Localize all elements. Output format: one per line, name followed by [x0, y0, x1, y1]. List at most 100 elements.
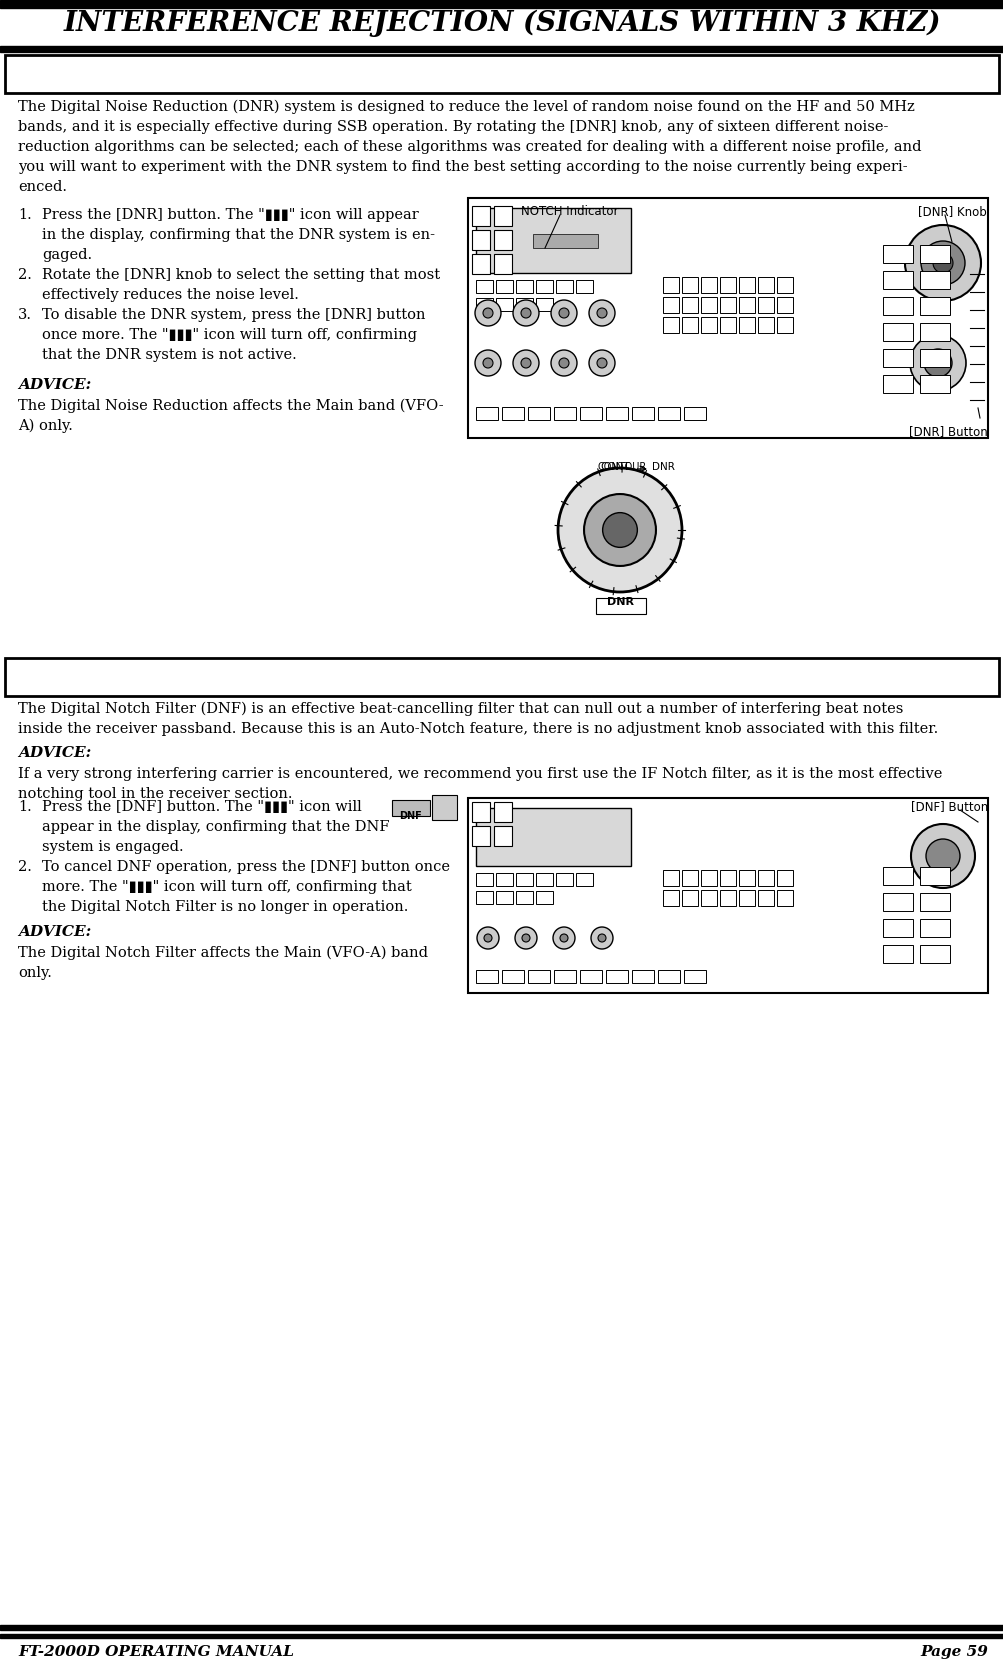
Bar: [719, 296, 735, 313]
Bar: [657, 970, 679, 983]
Circle shape: [602, 513, 637, 548]
Bar: [757, 276, 773, 293]
Bar: [493, 802, 512, 822]
Bar: [757, 869, 773, 886]
Bar: [596, 598, 645, 615]
Text: only.: only.: [18, 966, 52, 980]
Text: [DNR] Button: [DNR] Button: [909, 425, 987, 437]
Bar: [757, 889, 773, 906]
Bar: [580, 970, 602, 983]
Text: CONTOUR: CONTOUR: [598, 462, 647, 472]
Circle shape: [597, 358, 607, 368]
Text: Rotate the [DNR] knob to select the setting that most: Rotate the [DNR] knob to select the sett…: [42, 268, 439, 281]
Bar: [516, 298, 533, 312]
Circle shape: [513, 350, 539, 375]
Text: that the DNR system is not active.: that the DNR system is not active.: [42, 348, 297, 362]
Bar: [700, 296, 716, 313]
Bar: [700, 317, 716, 333]
Bar: [919, 245, 949, 263]
Bar: [919, 323, 949, 342]
Circle shape: [597, 308, 607, 318]
Bar: [471, 206, 489, 226]
Text: inside the receiver passband. Because this is an Auto-Notch feature, there is no: inside the receiver passband. Because th…: [18, 722, 938, 735]
Text: [DNF] Button: [DNF] Button: [910, 801, 987, 812]
Circle shape: [474, 300, 500, 327]
Text: FT-2000D OPERATING MANUAL: FT-2000D OPERATING MANUAL: [18, 1645, 294, 1658]
Text: DIGITAL NOTCH FILTER (DNF) OPERATION: DIGITAL NOTCH FILTER (DNF) OPERATION: [258, 663, 745, 682]
Text: system is engaged.: system is engaged.: [42, 839, 184, 854]
Bar: [576, 280, 593, 293]
Bar: [475, 873, 492, 886]
Bar: [533, 235, 598, 248]
Bar: [606, 407, 627, 420]
Bar: [919, 271, 949, 290]
Circle shape: [904, 224, 980, 302]
Text: The Digital Notch Filter affects the Main (VFO-A) band: The Digital Notch Filter affects the Mai…: [18, 946, 427, 960]
Text: 1.: 1.: [18, 801, 32, 814]
Bar: [536, 891, 553, 904]
Bar: [882, 323, 912, 342]
Bar: [662, 317, 678, 333]
Bar: [475, 807, 630, 866]
Text: Page 59: Page 59: [919, 1645, 987, 1658]
Bar: [471, 802, 489, 822]
Bar: [882, 868, 912, 884]
Bar: [681, 869, 697, 886]
Bar: [528, 970, 550, 983]
Circle shape: [560, 935, 568, 941]
Bar: [882, 296, 912, 315]
Text: INTERFERENCE REJECTION (SIGNALS WITHIN 3 KHZ): INTERFERENCE REJECTION (SIGNALS WITHIN 3…: [63, 10, 940, 37]
Bar: [657, 407, 679, 420]
Bar: [536, 298, 553, 312]
Bar: [493, 255, 512, 275]
Circle shape: [482, 308, 492, 318]
Bar: [528, 407, 550, 420]
Bar: [882, 920, 912, 936]
Bar: [700, 889, 716, 906]
Bar: [757, 317, 773, 333]
Bar: [493, 206, 512, 226]
Text: If a very strong interfering carrier is encountered, we recommend you first use : If a very strong interfering carrier is …: [18, 767, 942, 781]
Text: ADVICE:: ADVICE:: [18, 925, 91, 940]
Circle shape: [522, 935, 530, 941]
Bar: [919, 375, 949, 394]
Text: CONT: CONT: [600, 462, 629, 472]
Bar: [475, 208, 630, 273]
Bar: [719, 889, 735, 906]
Bar: [606, 970, 627, 983]
Text: in the display, confirming that the DNR system is en-: in the display, confirming that the DNR …: [42, 228, 434, 241]
Bar: [882, 945, 912, 963]
Text: The Digital Noise Reduction (DNR) system is designed to reduce the level of rand: The Digital Noise Reduction (DNR) system…: [18, 100, 914, 114]
Bar: [475, 891, 492, 904]
Circle shape: [474, 350, 500, 375]
Bar: [580, 407, 602, 420]
Bar: [467, 797, 987, 993]
Text: To cancel DNF operation, press the [DNF] button once: To cancel DNF operation, press the [DNF]…: [42, 859, 449, 874]
Bar: [738, 296, 754, 313]
Text: reduction algorithms can be selected; each of these algorithms was created for d: reduction algorithms can be selected; ea…: [18, 141, 921, 154]
Circle shape: [909, 335, 965, 390]
Circle shape: [591, 926, 613, 950]
Bar: [738, 317, 754, 333]
Bar: [556, 280, 573, 293]
Text: Press the [DNR] button. The "▮▮▮" icon will appear: Press the [DNR] button. The "▮▮▮" icon w…: [42, 208, 418, 223]
Bar: [757, 296, 773, 313]
Bar: [719, 276, 735, 293]
Circle shape: [589, 350, 615, 375]
Bar: [536, 873, 553, 886]
Bar: [5, 658, 998, 697]
Bar: [662, 869, 678, 886]
Circle shape: [476, 926, 498, 950]
Circle shape: [920, 241, 964, 285]
Circle shape: [559, 358, 569, 368]
Bar: [475, 407, 497, 420]
Bar: [681, 296, 697, 313]
Circle shape: [589, 300, 615, 327]
Bar: [919, 893, 949, 911]
Bar: [882, 893, 912, 911]
Bar: [882, 245, 912, 263]
Bar: [475, 280, 492, 293]
Circle shape: [513, 300, 539, 327]
Bar: [556, 873, 573, 886]
Circle shape: [925, 839, 959, 873]
